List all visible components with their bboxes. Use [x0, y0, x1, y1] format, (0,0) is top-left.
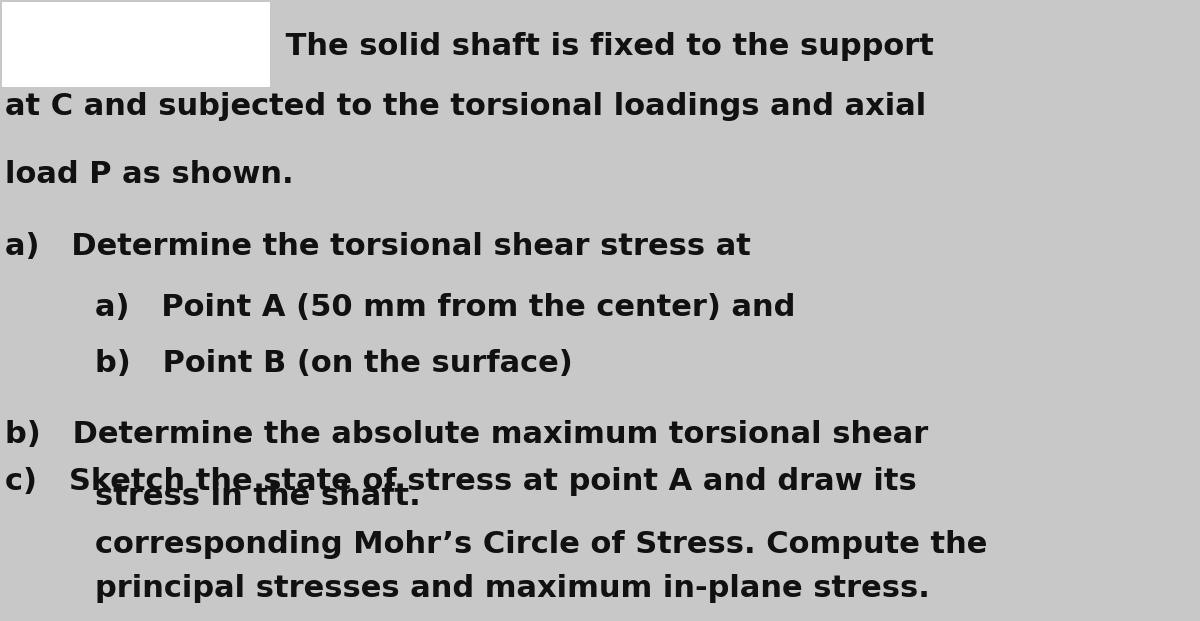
Text: a)   Determine the torsional shear stress at: a) Determine the torsional shear stress …: [5, 232, 751, 261]
Text: at C and subjected to the torsional loadings and axial: at C and subjected to the torsional load…: [5, 92, 926, 121]
Text: b)   Point B (on the surface): b) Point B (on the surface): [95, 349, 572, 378]
Text: principal stresses and maximum in-plane stress.: principal stresses and maximum in-plane …: [95, 574, 930, 603]
Text: c)   Sketch the state of stress at point A and draw its: c) Sketch the state of stress at point A…: [5, 467, 917, 496]
Text: corresponding Mohr’s Circle of Stress. Compute the: corresponding Mohr’s Circle of Stress. C…: [95, 530, 988, 559]
Text: a)   Point A (50 mm from the center) and: a) Point A (50 mm from the center) and: [95, 293, 796, 322]
Text: stress in the shaft.: stress in the shaft.: [95, 482, 421, 511]
Text: load P as shown.: load P as shown.: [5, 160, 294, 189]
Text: b)   Determine the absolute maximum torsional shear: b) Determine the absolute maximum torsio…: [5, 420, 929, 449]
Text: The solid shaft is fixed to the support: The solid shaft is fixed to the support: [275, 32, 934, 61]
Bar: [2, 2, 270, 87]
